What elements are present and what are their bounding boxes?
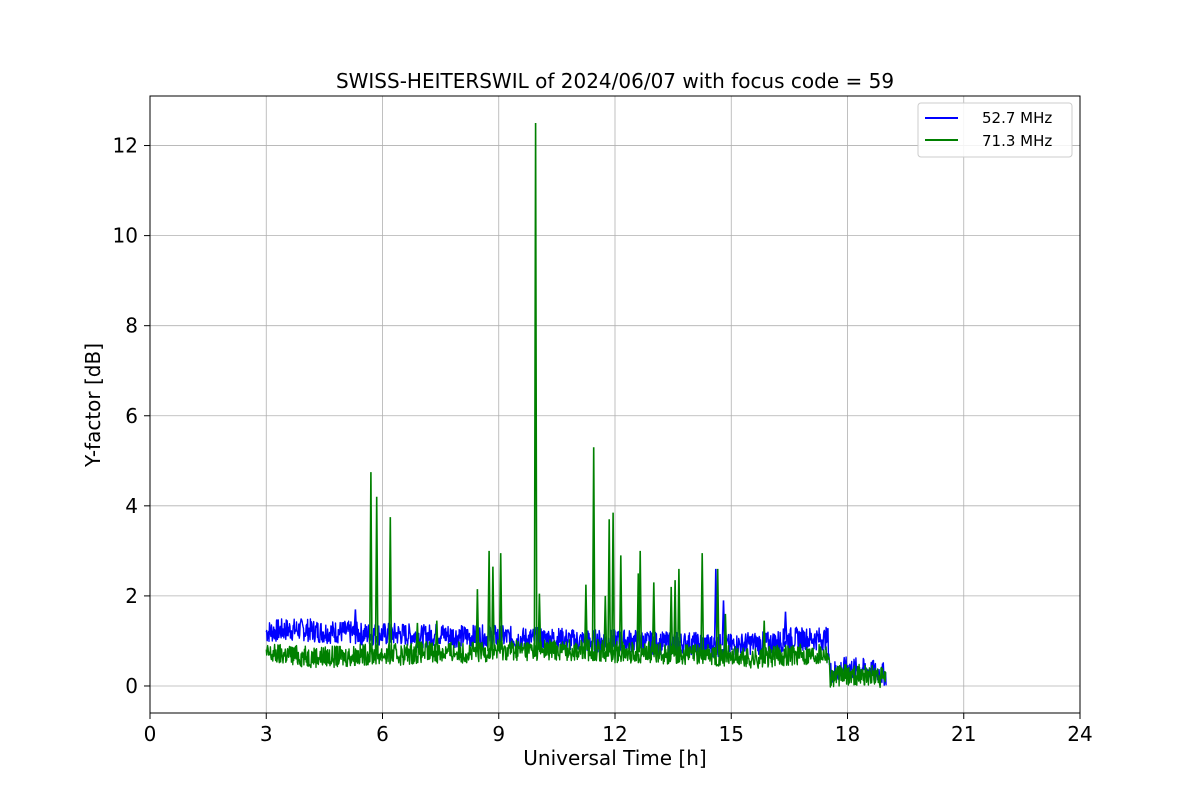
series-spike [368, 472, 373, 655]
series-spike [607, 519, 612, 652]
x-tick-label: 24 [1067, 722, 1092, 746]
series-spike [603, 595, 608, 652]
x-tick-label: 6 [376, 722, 389, 746]
series-spike [533, 122, 538, 650]
series-spike [415, 622, 420, 653]
y-axis: 0 2 4 6 8 10 12 [113, 134, 150, 698]
series-spike [673, 580, 677, 655]
legend-label-71-3: 71.3 MHz [982, 132, 1052, 150]
y-tick-label: 10 [113, 224, 138, 248]
series-spike [618, 555, 623, 653]
series-spike [584, 584, 588, 650]
x-tick-label: 12 [602, 722, 627, 746]
x-tick-label: 21 [951, 722, 976, 746]
legend-box [917, 102, 1073, 158]
series-spike [491, 566, 495, 651]
y-tick-label: 4 [125, 494, 138, 518]
series-spike [498, 553, 503, 650]
x-tick-label: 9 [492, 722, 505, 746]
series-spike [677, 568, 681, 655]
series-layer [265, 122, 887, 689]
x-tick-label: 0 [144, 722, 157, 746]
series-spike [537, 593, 542, 650]
y-tick-label: 2 [125, 584, 138, 608]
legend-label-52-7: 52.7 MHz [982, 109, 1052, 127]
x-axis-label: Universal Time [h] [523, 746, 706, 770]
y-tick-label: 12 [113, 134, 138, 158]
series-spike [434, 620, 439, 653]
y-tick-label: 6 [125, 404, 138, 428]
chart-title: SWISS-HEITERSWIL of 2024/06/07 with focu… [336, 69, 894, 93]
series-spike [353, 609, 358, 634]
x-tick-label: 18 [835, 722, 860, 746]
y-axis-label: Y-factor [dB] [81, 343, 105, 468]
series-spike [762, 620, 767, 658]
series-spike [723, 613, 728, 657]
x-tick-label: 15 [719, 722, 744, 746]
series-spike [783, 611, 788, 640]
series-spike [611, 512, 615, 653]
series-spike [388, 517, 393, 655]
x-axis: 0 3 6 9 12 15 18 21 24 [144, 713, 1093, 746]
series-spike [700, 553, 705, 655]
series-spike [715, 568, 720, 656]
series-spike [669, 586, 674, 655]
y-tick-label: 8 [125, 314, 138, 338]
series-71-3-MHz [265, 122, 887, 689]
series-spike [487, 550, 491, 652]
series-line [265, 638, 887, 689]
x-tick-label: 3 [260, 722, 273, 746]
series-spike [638, 550, 643, 653]
y-tick-label: 0 [125, 674, 138, 698]
legend: 52.7 MHz 71.3 MHz [917, 102, 1073, 158]
series-spike [591, 447, 596, 650]
series-spike [475, 589, 480, 653]
series-spike [651, 582, 656, 653]
series-spike [374, 496, 379, 655]
